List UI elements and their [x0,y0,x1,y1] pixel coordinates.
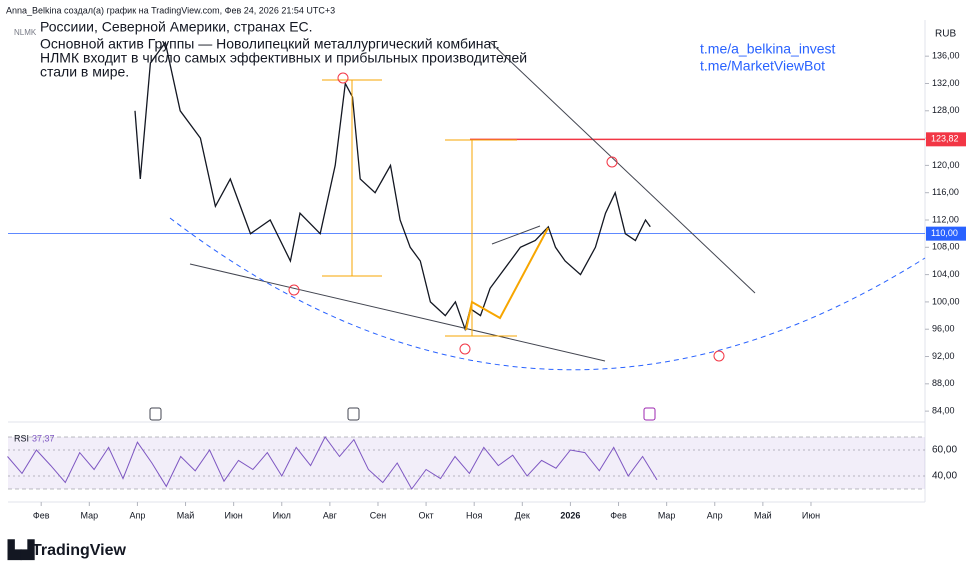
overlay-text: НЛМК входит в число самых эффективных и … [40,50,527,66]
y-tick-label: 128,00 [932,105,960,115]
logo-mark: ▙▟ [7,538,35,560]
wave-circle [288,284,300,296]
y-tick-label: 132,00 [932,78,960,88]
symbol: NLMK [14,28,37,37]
event-marker [347,407,360,421]
price-line [134,40,651,332]
wave-path [465,227,549,331]
trend-line [189,263,606,362]
y-tick-label: 116,00 [932,187,959,197]
x-tick-label: Ноя [466,510,483,520]
y-tick-label: 136,00 [932,51,960,61]
x-tick-label: Апр [129,510,145,520]
rsi-tick-label: 40,00 [932,471,957,482]
y-tick-label: 84,00 [932,406,955,416]
level-label: 110,00 [931,228,958,238]
y-tick-label: 104,00 [932,269,960,279]
x-tick-label: Фев [33,510,50,520]
x-tick-label: Дек [515,510,530,520]
x-tick-label: Июн [802,510,820,520]
header: Anna_Belkina создал(а) график на Trading… [6,5,335,15]
event-marker [643,407,656,421]
x-tick-label: Май [754,510,772,520]
y-tick-label: 96,00 [932,324,955,334]
rsi-line [7,436,658,490]
x-tick-label: Май [177,510,195,520]
wave-circle [459,343,471,355]
rsi-name: RSI [14,433,29,443]
x-tick-label: Июн [225,510,243,520]
x-tick-label: 2026 [560,510,580,520]
level-tag [926,226,966,241]
x-tick-label: Мар [658,510,676,520]
x-tick-label: Сен [370,510,387,520]
y-tick-label: 108,00 [932,242,960,252]
level-label: 123,82 [931,134,959,144]
overlay-text: стали в мире. [40,64,129,80]
x-tick-label: Июл [273,510,291,520]
rsi-value: 37,37 [32,433,55,443]
arc [169,217,926,371]
rsi-tick-label: 60,00 [932,445,957,456]
y-tick-label: 120,00 [932,160,960,170]
wave-circle [337,72,349,84]
x-tick-label: Авг [323,510,338,520]
rsi-band [8,437,925,489]
link[interactable]: t.me/a_belkina_invest [700,41,836,57]
event-marker [149,407,162,421]
trend-line [491,225,541,245]
x-tick-label: Мар [81,510,99,520]
trend-line [489,41,756,294]
overlay-text: Основной актив Группы — Новолипецкий мет… [40,36,500,52]
currency: RUB [935,29,956,40]
x-tick-label: Фев [610,510,627,520]
plot: 40,00 60,00 84,00 88,00 92,00 96,00 100,00 104,… [7,40,966,520]
overlay-text: Россиии, Северной Америки, странах ЕС. [40,19,313,35]
wave-circle [713,350,725,362]
y-tick-label: 88,00 [932,378,955,388]
x-tick-label: Окт [419,510,434,520]
link[interactable]: t.me/MarketViewBot [700,58,825,74]
logo: TradingView [32,542,127,559]
x-tick-label: Апр [707,510,723,520]
y-tick-label: 92,00 [932,351,955,361]
level-tag [926,132,966,147]
wave-circle [606,156,618,168]
y-tick-label: 112,00 [932,214,959,224]
y-tick-label: 100,00 [932,296,960,306]
